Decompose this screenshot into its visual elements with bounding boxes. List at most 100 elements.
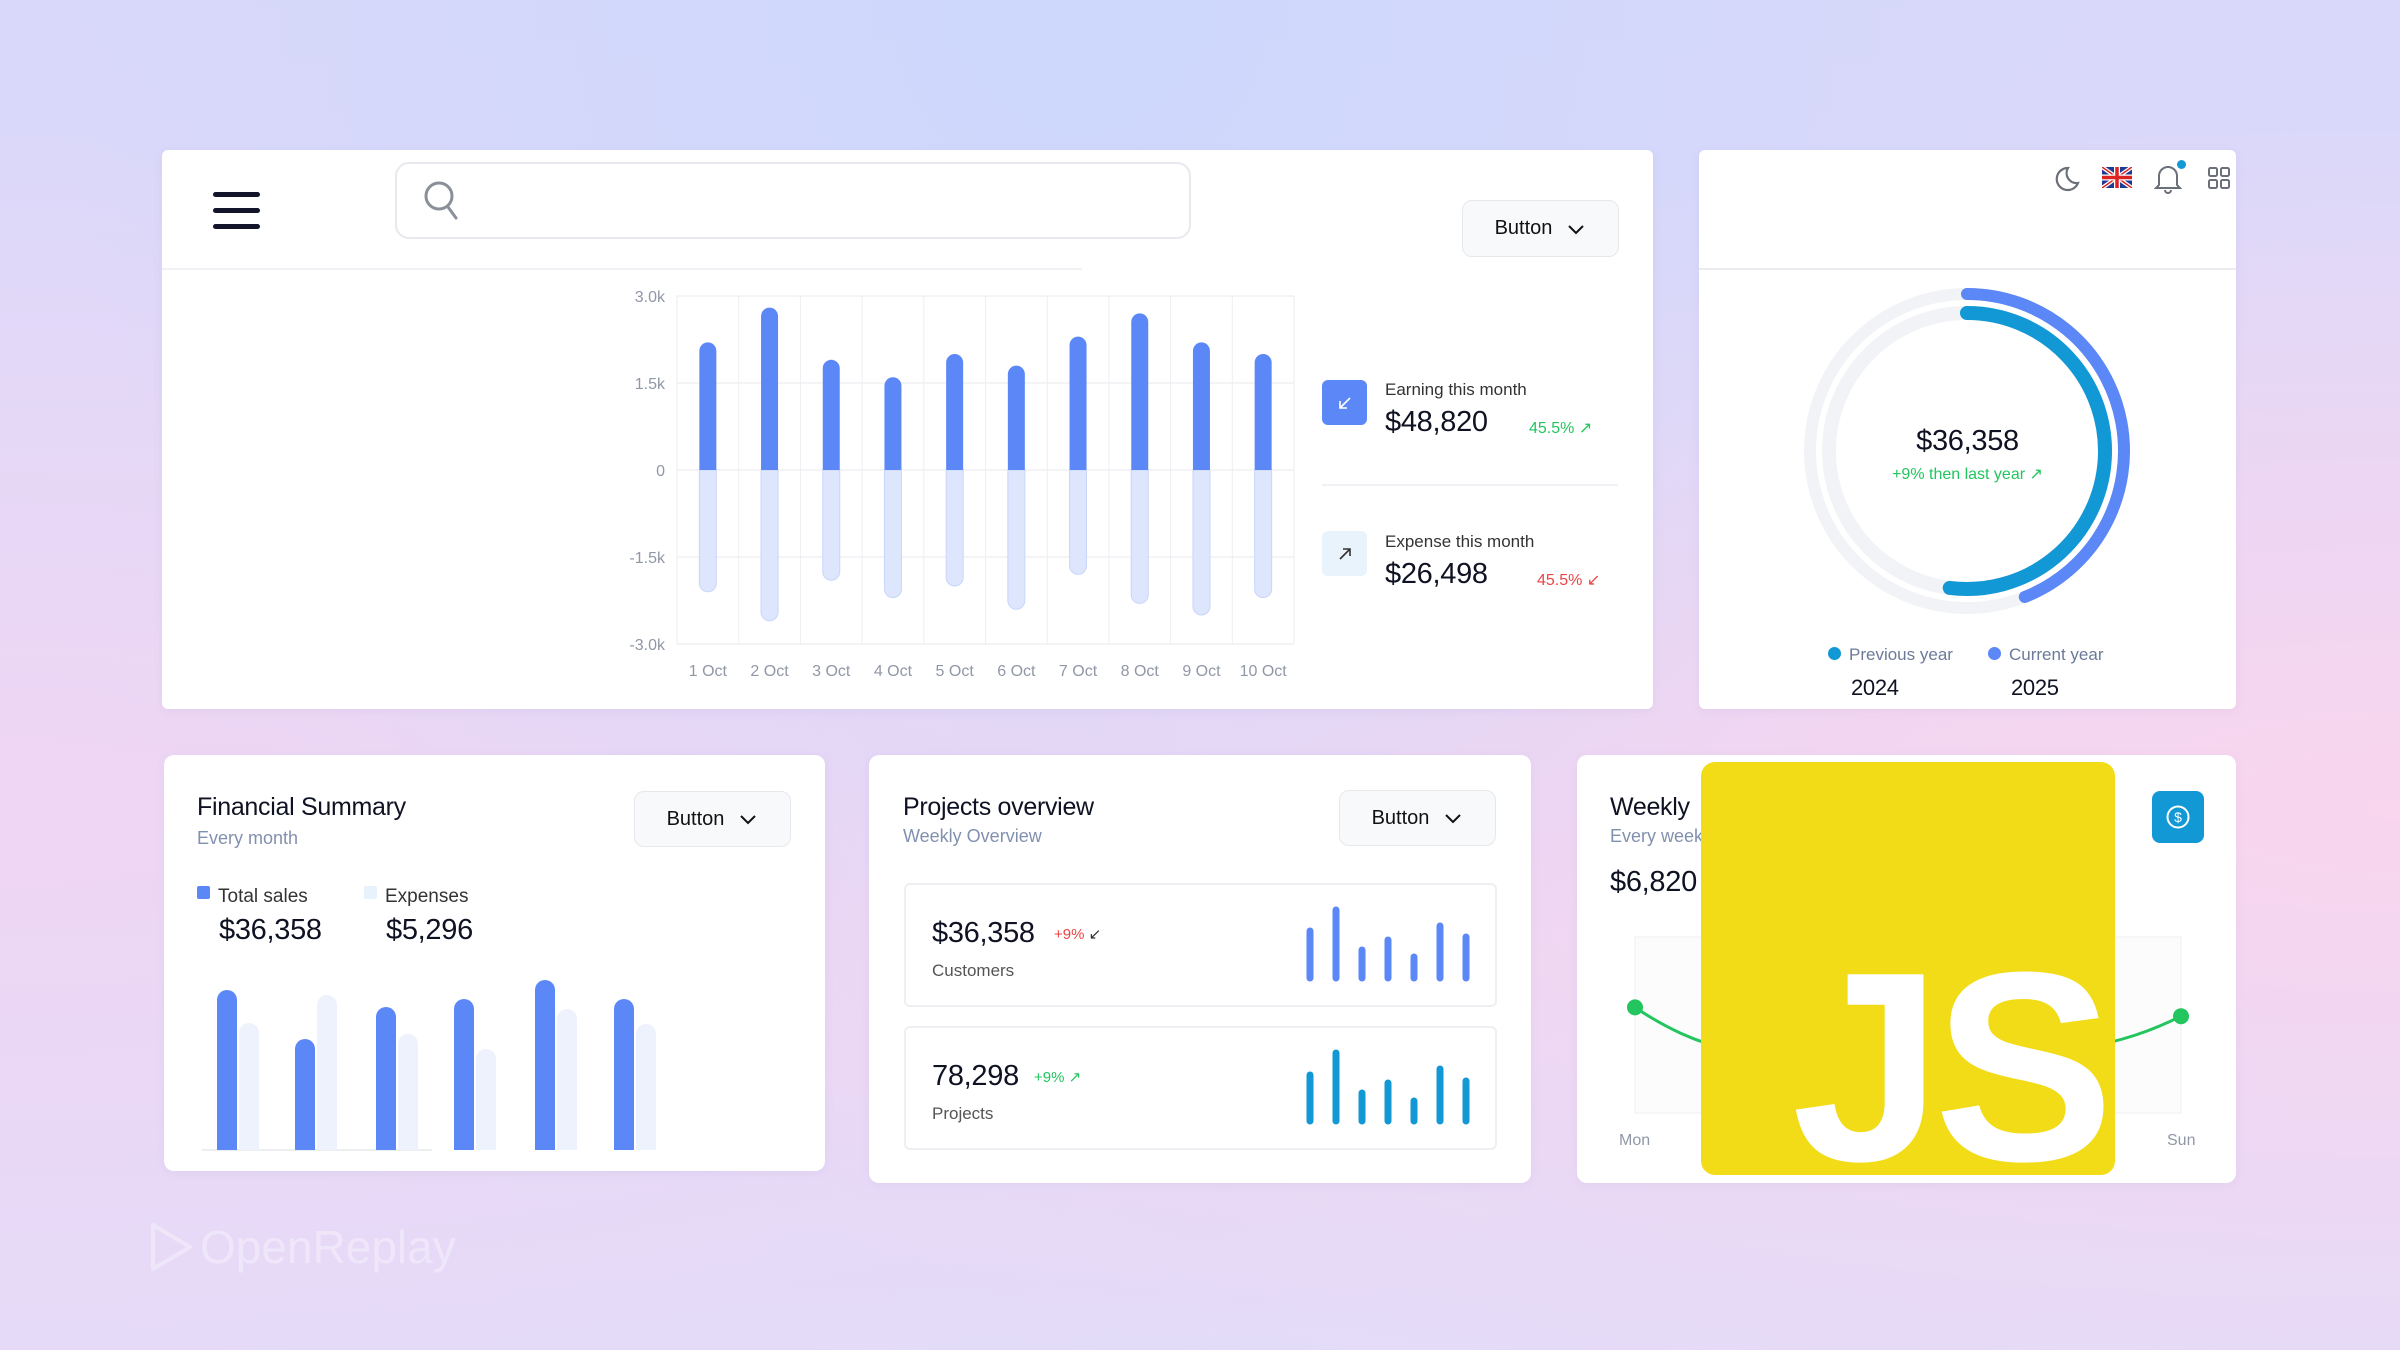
stat-change-value: +9%: [1034, 1069, 1065, 1086]
expense-bar: [398, 1034, 418, 1150]
expense-bar: [760, 469, 779, 622]
earning-label: Earning this month: [1385, 380, 1527, 399]
earning-bar: [822, 359, 840, 470]
search-box[interactable]: [395, 162, 1191, 239]
chevron-down-icon: [740, 815, 757, 825]
sales-bar: [376, 1007, 396, 1150]
stat-value: 78,298: [932, 1060, 1019, 1092]
header-divider: [162, 268, 1082, 270]
bell-icon: [2153, 166, 2183, 194]
projects-overview-card: Projects overview Weekly Overview Button…: [869, 755, 1531, 1183]
earning-bar: [1192, 342, 1210, 470]
earnings-card: Button 3.0k 1.5k 0 -1.5k -3.0k 1 Oct 2 Oct 3 Oc…: [162, 150, 1653, 709]
button-label: Button: [666, 807, 725, 830]
earning-bar: [699, 342, 717, 470]
header-dropdown-button[interactable]: Button: [1462, 200, 1619, 257]
hamburger-menu-icon[interactable]: [213, 192, 260, 230]
search-icon: [424, 181, 458, 219]
expense-change-value: 45.5%: [1537, 572, 1583, 589]
expense-bar: [698, 469, 717, 593]
card-title: Weekly: [1610, 793, 1690, 821]
x-tick-label: 2 Oct: [750, 663, 789, 680]
weekly-value: $6,820: [1610, 866, 1697, 898]
y-tick-label: -3.0k: [629, 637, 666, 654]
card-subtitle: Every week: [1610, 826, 1704, 846]
legend-value: $5,296: [386, 914, 473, 946]
expense-bar: [1192, 469, 1211, 616]
button-label: Button: [1494, 217, 1553, 239]
expense-bar: [945, 469, 964, 587]
legend-dot: [1988, 647, 2001, 660]
expense-bar: [317, 995, 337, 1150]
expense-bar: [1069, 469, 1088, 575]
x-tick-label: 7 Oct: [1059, 663, 1098, 680]
dollar-button[interactable]: $: [2152, 791, 2204, 843]
legend-year: 2025: [2011, 675, 2059, 700]
grid-icon[interactable]: [2208, 167, 2230, 189]
stat-change: +9% ↙: [1054, 925, 1101, 943]
x-tick-label: 1 Oct: [689, 663, 728, 680]
yearly-card: $36,358 +9% then last year ↗ Previous ye…: [1699, 150, 2236, 709]
expense-bar: [822, 469, 841, 581]
previous-year-arc: [1942, 306, 2112, 596]
uk-flag-icon[interactable]: [2102, 167, 2132, 188]
y-tick-label: -1.5k: [629, 550, 666, 567]
expense-bar: [239, 1023, 259, 1150]
legend-label: Previous year: [1849, 645, 1953, 664]
earning-bar: [1007, 365, 1025, 470]
donut-note-text: +9% then last year: [1892, 466, 2026, 483]
y-tick-label: 3.0k: [635, 289, 666, 306]
projects-stat[interactable]: 78,298 +9% ↗ Projects: [904, 1026, 1497, 1150]
earning-bar: [1131, 313, 1149, 470]
legend-previous-year: Previous year 2024: [1828, 645, 1953, 701]
legend-current-year: Current year 2025: [1988, 645, 2103, 701]
chevron-down-icon: [1445, 814, 1462, 824]
legend-expenses: Expenses $5,296: [364, 886, 473, 947]
expense-icon-box: [1322, 531, 1367, 576]
arrow-up-right-icon: ↗: [2029, 466, 2043, 483]
stat-change: +9% ↗: [1034, 1068, 1081, 1086]
stat-label: Customers: [932, 961, 1015, 980]
legend-label: Total sales: [218, 886, 308, 907]
donut-center-value: $36,358: [1916, 425, 2019, 457]
customers-stat[interactable]: $36,358 +9% ↙ Customers: [904, 883, 1497, 1007]
dollar-circle-icon: $: [2166, 805, 2190, 829]
earning-change-value: 45.5%: [1529, 420, 1575, 437]
earning-value: $48,820: [1385, 406, 1488, 438]
x-label-start: Mon: [1619, 1132, 1651, 1149]
data-point: [2173, 1008, 2189, 1025]
expense-value: $26,498: [1385, 558, 1488, 590]
stat-label: Projects: [932, 1104, 994, 1123]
expense-bar: [883, 469, 902, 599]
data-point: [1627, 999, 1643, 1016]
arrow-up-right-icon: ↗: [1578, 420, 1593, 437]
arrow-down-left-icon: ↙: [1088, 926, 1102, 943]
expense-bar: [1130, 469, 1149, 604]
earnings-divider: [1322, 484, 1618, 486]
arrow-down-left-icon: ↙: [1586, 572, 1601, 589]
financial-dropdown-button[interactable]: Button: [634, 791, 791, 847]
legend-dot: [1828, 647, 1841, 660]
x-label-end: Sun: [2167, 1132, 2196, 1149]
x-tick-label: 9 Oct: [1182, 663, 1221, 680]
bell-button[interactable]: [2153, 160, 2186, 196]
financial-summary-card: Financial Summary Every month Button Tot…: [164, 755, 825, 1171]
moon-icon[interactable]: [2051, 164, 2081, 194]
earning-bar: [1069, 336, 1087, 470]
earning-bar: [884, 377, 902, 470]
y-tick-label: 0: [656, 463, 665, 480]
expense-bar: [636, 1024, 656, 1150]
projects-dropdown-button[interactable]: Button: [1339, 790, 1496, 846]
header-divider: [1699, 268, 2236, 270]
earning-icon-box: [1322, 380, 1367, 425]
sales-bar: [295, 1039, 315, 1150]
expense-label: Expense this month: [1385, 532, 1535, 551]
notification-dot: [2177, 160, 2186, 169]
javascript-logo: JS: [1701, 762, 2115, 1175]
current-year-arc: [1961, 288, 2130, 603]
legend-swatch: [197, 886, 210, 899]
x-tick-label: 8 Oct: [1121, 663, 1160, 680]
svg-text:$: $: [2174, 809, 2182, 825]
search-input[interactable]: [475, 175, 1189, 226]
card-subtitle: Every month: [197, 828, 299, 848]
